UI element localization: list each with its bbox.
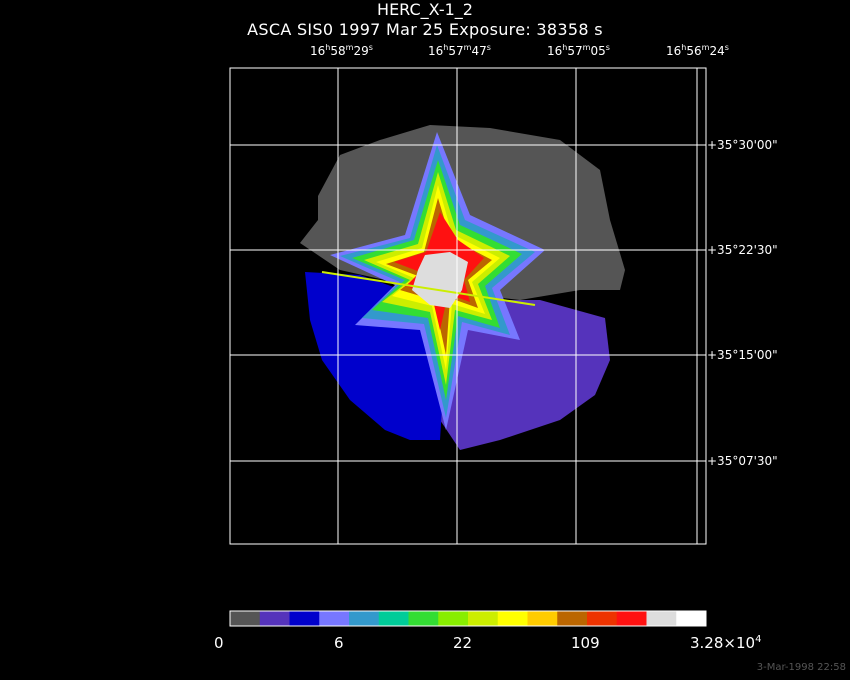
ra-tick-label: 16h58m29s — [310, 43, 373, 59]
color-scale-frame — [229, 610, 707, 627]
colorbar-tick-label: 0 — [214, 634, 224, 652]
color-scale-segment — [468, 611, 499, 626]
dec-tick-label: +35°22'30" — [707, 243, 778, 257]
color-scale-segment — [378, 611, 409, 626]
color-scale-segment — [557, 611, 588, 626]
ra-tick-label: 16h57m47s — [428, 43, 491, 59]
color-scale-segment — [587, 611, 618, 626]
color-scale-segment — [289, 611, 320, 626]
timestamp: 3-Mar-1998 22:58 — [756, 662, 846, 673]
dec-tick-label: +35°15'00" — [707, 348, 778, 362]
color-scale-segment — [527, 611, 558, 626]
dec-tick-label: +35°07'30" — [707, 454, 778, 468]
color-scale-segment — [259, 611, 290, 626]
color-scale-segment — [230, 611, 261, 626]
color-scale-bar — [230, 611, 707, 626]
emission-core — [412, 252, 468, 308]
colorbar-tick-label: 22 — [453, 634, 473, 652]
color-scale-segment — [319, 611, 350, 626]
emission-level-purple — [440, 300, 610, 450]
image-frame — [229, 67, 707, 545]
color-scale-segment — [497, 611, 528, 626]
xray-image — [300, 125, 625, 450]
color-scale-segment — [676, 611, 707, 626]
ra-tick-label: 16h57m05s — [547, 43, 610, 59]
image-subtitle: ASCA SIS0 1997 Mar 25 Exposure: 38358 s — [247, 20, 603, 39]
colorbar-max-label: 3.28×104 — [690, 634, 762, 652]
coordinate-grid — [230, 68, 706, 544]
dec-tick-label: +35°30'00" — [707, 138, 778, 152]
readout-streak — [321, 271, 536, 306]
color-scale-segment — [408, 611, 439, 626]
color-scale-segment — [438, 611, 469, 626]
ra-tick-label: 16h56m24s — [666, 43, 729, 59]
image-title: HERC_X-1_2 — [377, 0, 473, 19]
colorbar-tick-label: 6 — [334, 634, 344, 652]
color-scale-segment — [349, 611, 380, 626]
color-scale-segment — [646, 611, 677, 626]
color-scale-segment — [616, 611, 647, 626]
colorbar-tick-label: 109 — [571, 634, 600, 652]
